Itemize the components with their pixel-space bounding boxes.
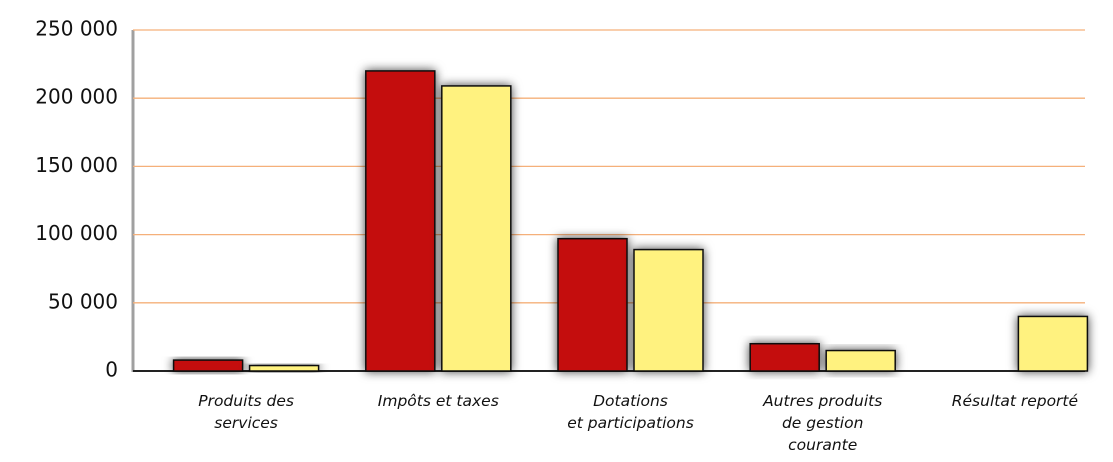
x-tick-label: Impôts et taxes <box>378 392 499 410</box>
x-tick-label-line: Autres produits <box>762 392 882 410</box>
y-tick-label: 150 000 <box>35 153 118 177</box>
bar <box>441 85 512 372</box>
y-tick-label: 100 000 <box>35 221 118 245</box>
x-tick-label-line: et participations <box>567 414 694 432</box>
x-tick-label-line: services <box>214 414 278 432</box>
x-tick-label: Résultat reporté <box>952 392 1078 410</box>
x-tick-label-line: courante <box>788 436 857 454</box>
bar <box>365 70 436 372</box>
x-tick-label-line: Dotations <box>593 392 668 410</box>
bar <box>248 364 320 372</box>
bar <box>557 237 628 372</box>
x-tick-label: Dotations et participations <box>567 392 694 432</box>
bar <box>172 359 244 372</box>
y-tick-label: 0 <box>105 358 118 382</box>
x-tick-label-line: Produits des <box>198 392 294 410</box>
x-tick-label: Autres produits de gestion courante <box>762 392 882 454</box>
x-tick-label-line: Impôts et taxes <box>378 392 499 410</box>
x-tick-label-line: de gestion <box>782 414 863 432</box>
bar <box>633 248 704 372</box>
x-tick-label: Produits des services <box>198 392 294 432</box>
bar <box>749 342 820 372</box>
y-tick-label: 50 000 <box>48 289 118 313</box>
x-tick-label-line: Résultat reporté <box>952 392 1078 410</box>
bar <box>825 349 896 372</box>
y-tick-label: 250 000 <box>35 17 118 41</box>
y-tick-label: 200 000 <box>35 85 118 109</box>
bar <box>1017 315 1089 372</box>
